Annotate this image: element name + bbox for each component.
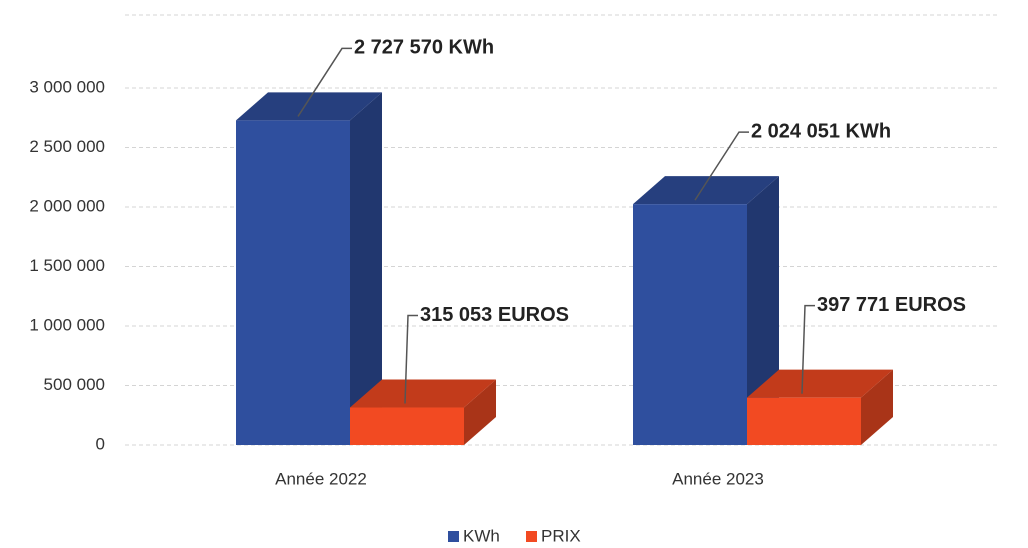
bar	[633, 204, 747, 445]
y-tick-label: 0	[96, 434, 105, 453]
y-tick-label: 1 500 000	[29, 256, 105, 275]
value-label: 2 727 570 KWh	[354, 37, 494, 59]
bar	[236, 120, 350, 446]
y-tick-label: 1 000 000	[29, 315, 105, 334]
y-tick-label: 500 000	[44, 375, 105, 394]
y-tick-label: 3 000 000	[29, 77, 105, 96]
legend-swatch	[448, 531, 459, 542]
bar-top	[350, 379, 496, 408]
bar-top	[747, 369, 893, 398]
value-label: 397 771 EUROS	[817, 294, 966, 316]
value-label: 315 053 EUROS	[420, 304, 569, 326]
leader-line	[694, 131, 749, 201]
bar-top	[236, 92, 382, 121]
y-tick-label: 2 000 000	[29, 196, 105, 215]
x-tick-label: Année 2022	[275, 469, 367, 488]
bar-top	[633, 176, 779, 205]
legend-label: KWh	[463, 526, 500, 545]
leader-line	[404, 314, 418, 404]
bar	[747, 397, 861, 445]
legend-label: PRIX	[541, 526, 581, 545]
bar	[350, 407, 464, 445]
leader-line	[297, 47, 352, 117]
bar-side	[861, 369, 893, 445]
value-label: 2 024 051 KWh	[751, 120, 891, 142]
x-tick-label: Année 2023	[672, 469, 764, 488]
bar-side	[464, 379, 496, 445]
legend-swatch	[526, 531, 537, 542]
bar-side	[350, 92, 382, 446]
leader-line	[801, 304, 815, 394]
y-tick-label: 2 500 000	[29, 137, 105, 156]
